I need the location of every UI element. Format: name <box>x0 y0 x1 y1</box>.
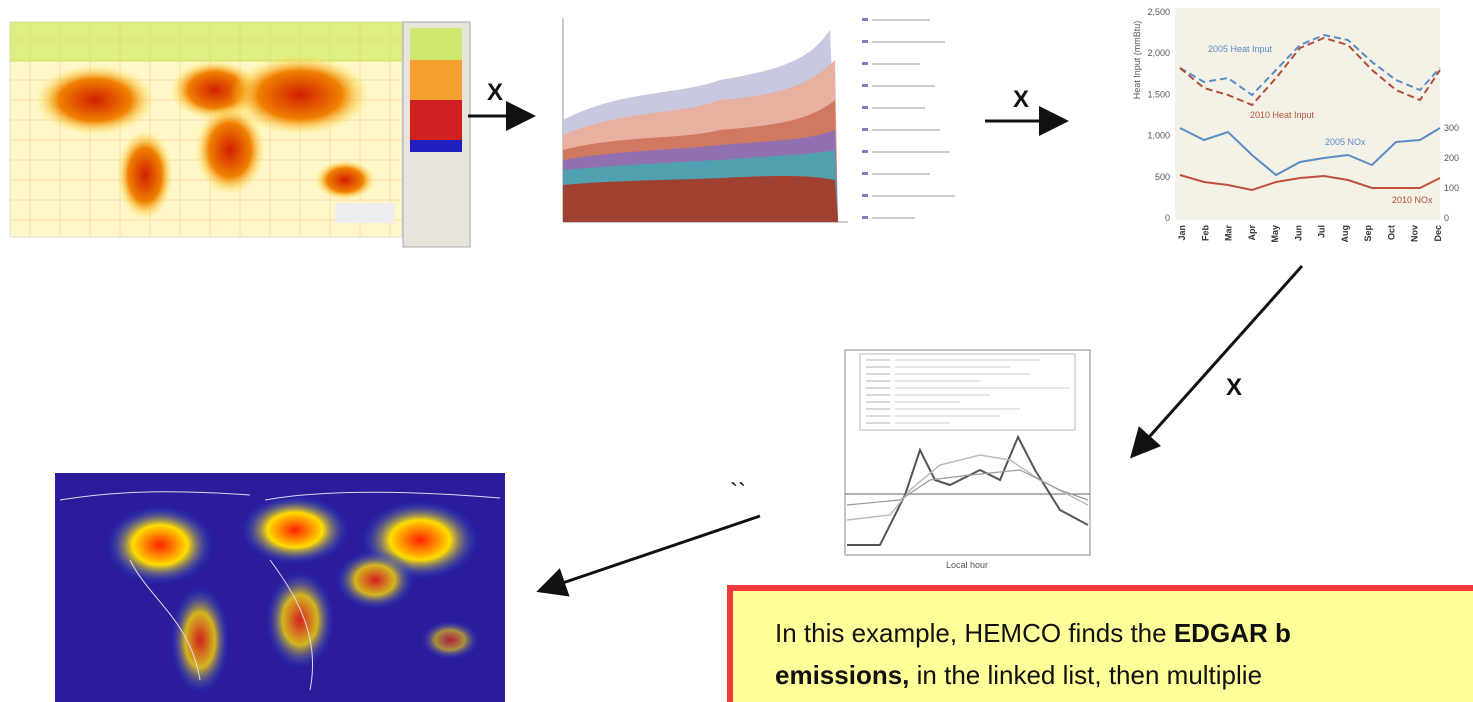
y2-tick-label: 100 <box>1444 183 1459 193</box>
month-label: Jul <box>1317 225 1327 238</box>
stacked-area-chart <box>560 15 955 230</box>
diurnal-chart: Local hour <box>845 350 1090 570</box>
series-label: 2005 Heat Input <box>1208 44 1273 54</box>
callout-line: emissions, in the linked list, then mult… <box>775 660 1262 690</box>
heat-input-chart: Heat Input (mmBtu) 2,500 2,000 1,500 1,000 5… <box>1132 7 1459 243</box>
y-tick-label: 2,000 <box>1147 48 1170 58</box>
callout-line: In this example, HEMCO finds the EDGAR b <box>775 618 1291 648</box>
callout-text: In this example, HEMCO finds the <box>775 618 1174 648</box>
month-label: Feb <box>1200 225 1210 242</box>
month-label: Dec <box>1433 225 1443 242</box>
month-label: Sep <box>1363 225 1373 242</box>
month-label: Aug <box>1340 225 1350 243</box>
y2-tick-label: 0 <box>1444 213 1449 223</box>
page: Heat Input (mmBtu) 2,500 2,000 1,500 1,000 5… <box>0 0 1473 702</box>
y2-tick-label: 300 <box>1444 123 1459 133</box>
arrow <box>1134 266 1302 454</box>
x-axis-title: Local hour <box>946 560 988 570</box>
callout-text: EDGAR b <box>1174 618 1291 648</box>
y-axis-title: Heat Input (mmBtu) <box>1132 21 1142 100</box>
model-emission-map <box>55 473 505 702</box>
series-label: 2010 Heat Input <box>1250 110 1315 120</box>
arrow-label: X <box>1013 86 1029 113</box>
series-label: 2010 NOx <box>1392 195 1433 205</box>
callout-text: emissions, <box>775 660 909 690</box>
y-tick-label: 2,500 <box>1147 7 1170 17</box>
arrow-label: X <box>487 79 503 106</box>
month-label: Jun <box>1293 225 1303 241</box>
callout: In this example, HEMCO finds the EDGAR b… <box>730 588 1473 702</box>
y-tick-label: 1,000 <box>1147 131 1170 141</box>
diagram: Heat Input (mmBtu) 2,500 2,000 1,500 1,000 5… <box>0 0 1473 702</box>
y-tick-label: 1,500 <box>1147 89 1170 99</box>
month-label: Nov <box>1410 225 1420 242</box>
y2-tick-label: 200 <box>1444 153 1459 163</box>
y-tick-label: 500 <box>1155 172 1170 182</box>
arrow-label: X <box>1226 374 1242 401</box>
month-label: Mar <box>1224 225 1234 242</box>
series-label: 2005 NOx <box>1325 137 1366 147</box>
y-tick-label: 0 <box>1165 213 1170 223</box>
month-label: May <box>1270 225 1280 243</box>
arrow <box>542 516 760 590</box>
month-label: Jan <box>1177 225 1187 241</box>
month-label: Apr <box>1247 225 1257 241</box>
arrow-label: `` <box>730 479 746 506</box>
month-label: Oct <box>1386 225 1396 240</box>
edgar-map <box>10 22 470 247</box>
callout-text: in the linked list, then multiplie <box>909 660 1262 690</box>
